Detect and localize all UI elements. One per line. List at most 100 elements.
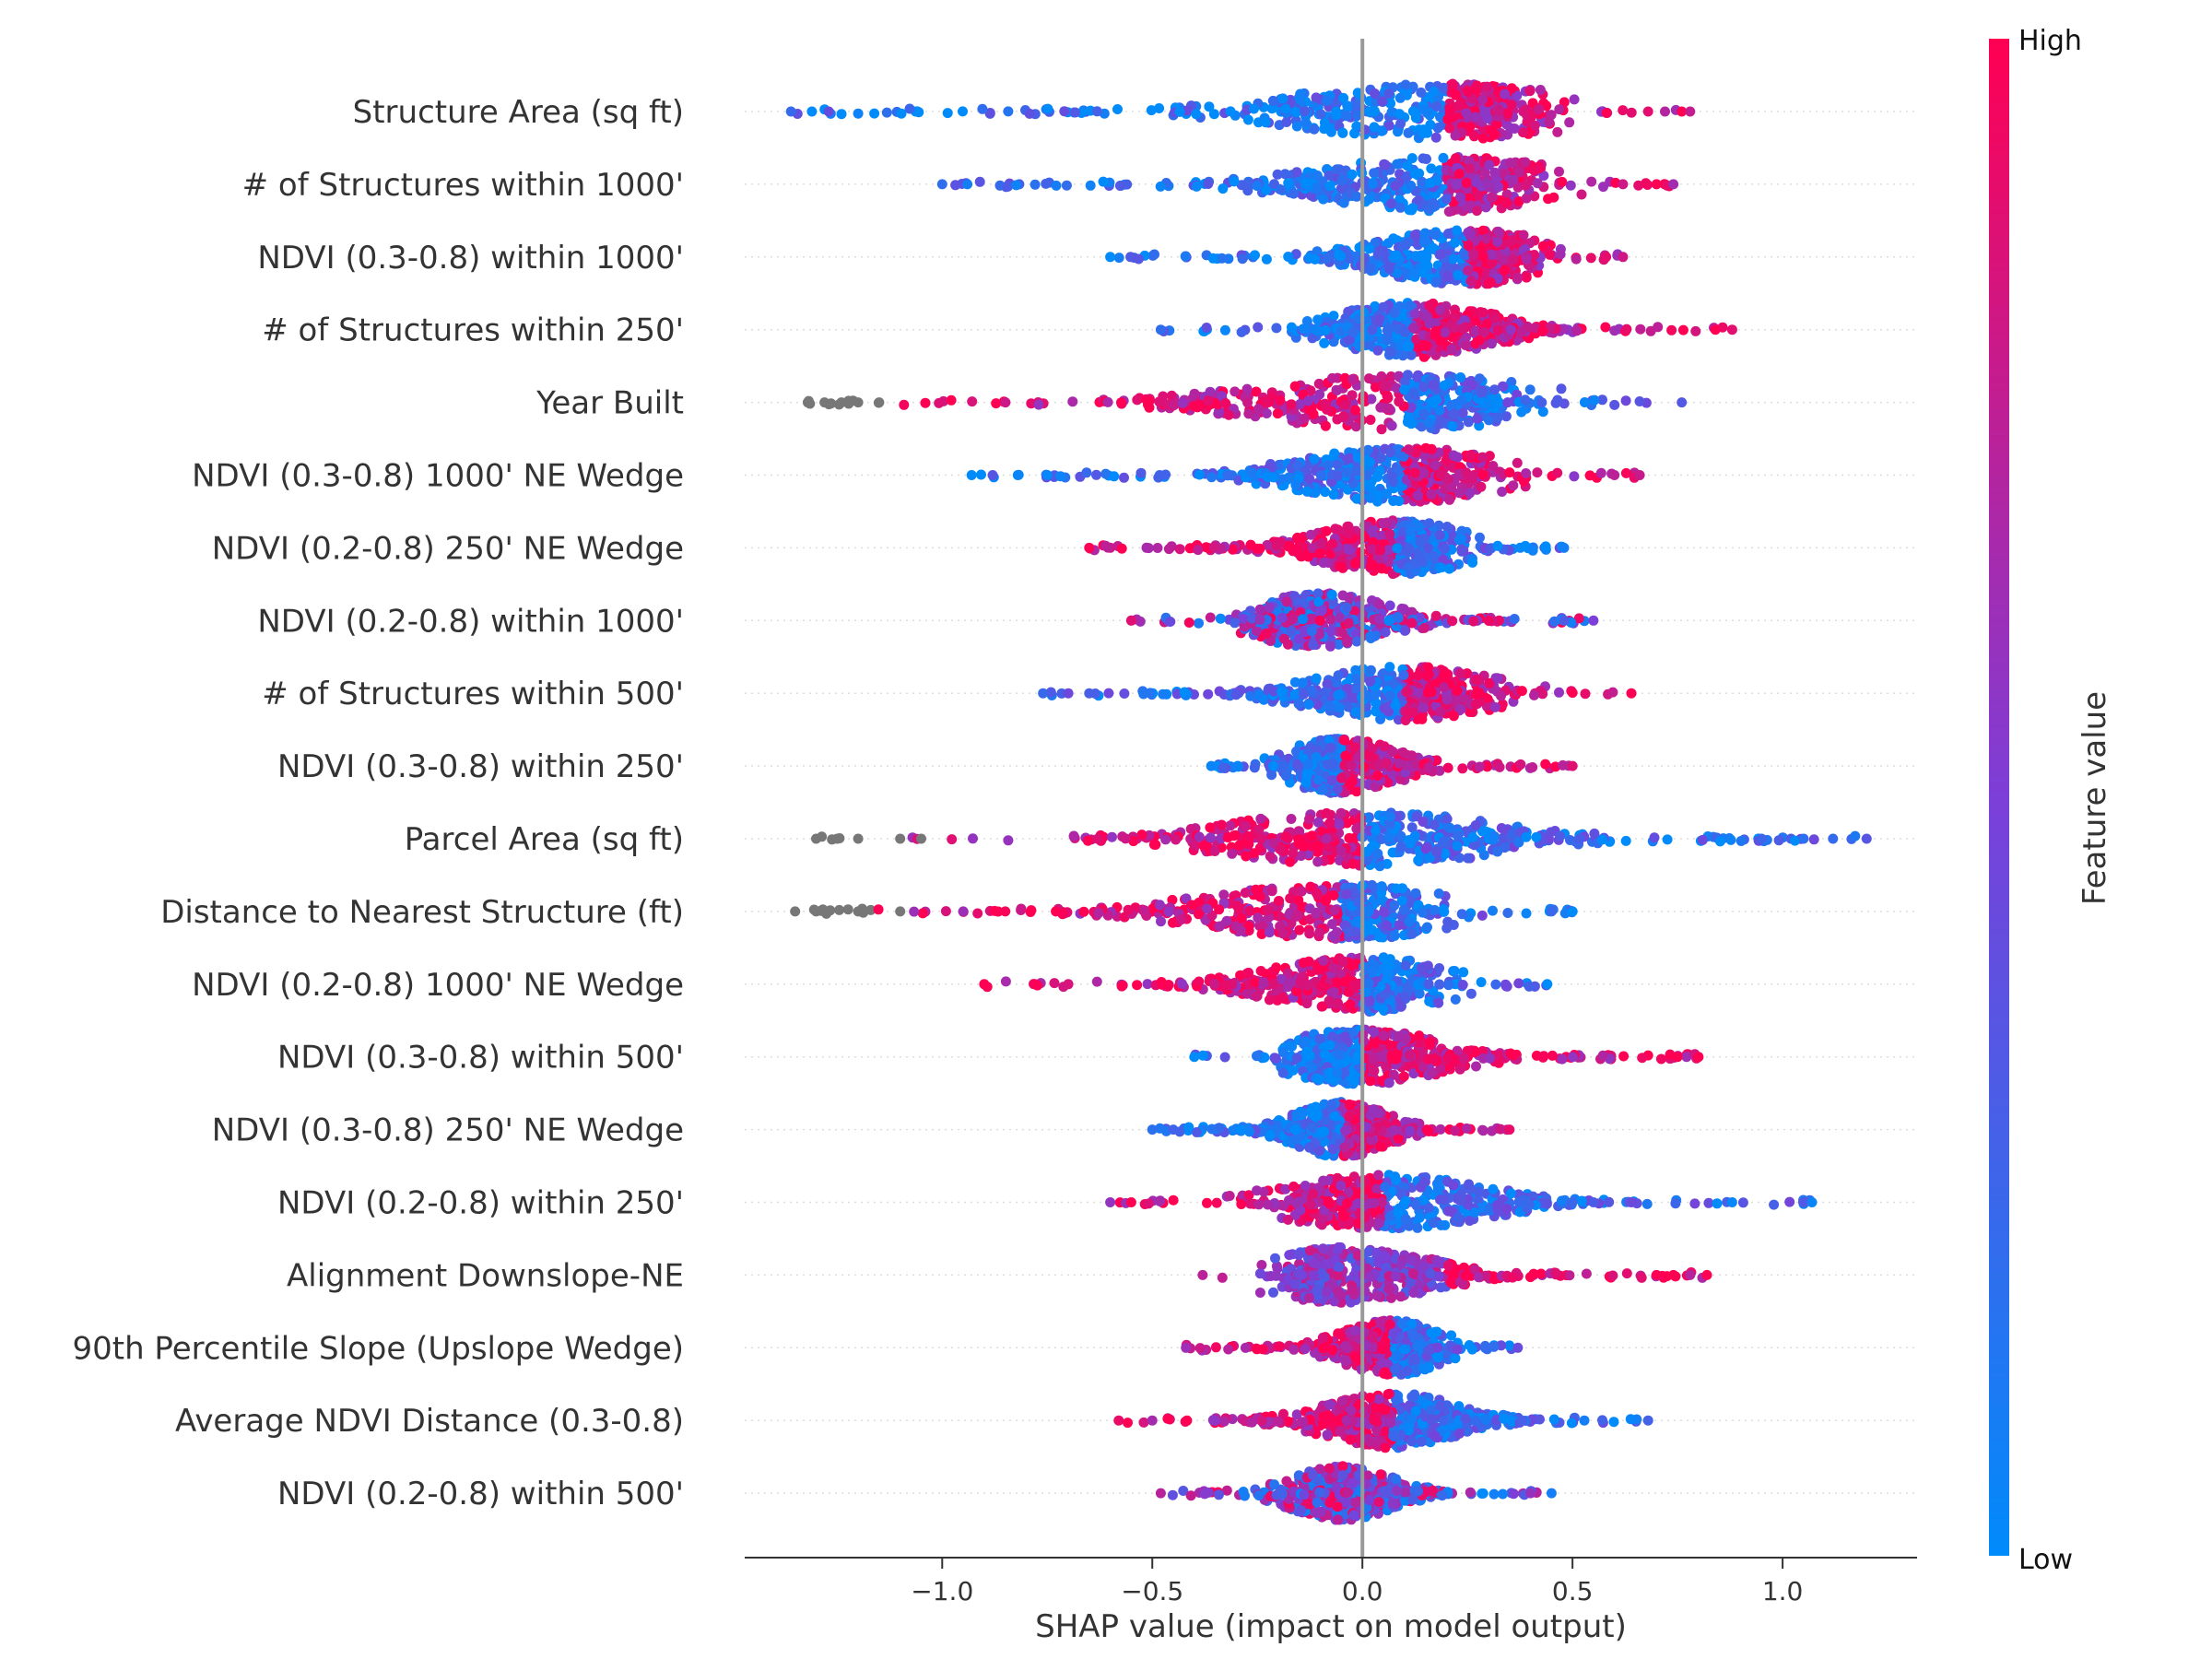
shap-point bbox=[1416, 87, 1427, 98]
shap-point bbox=[1030, 179, 1041, 190]
shap-point bbox=[1524, 384, 1535, 395]
shap-point bbox=[1383, 403, 1394, 414]
shap-point bbox=[1384, 690, 1395, 700]
shap-point bbox=[1374, 614, 1385, 625]
shap-point bbox=[1488, 129, 1500, 140]
shap-point bbox=[1512, 272, 1524, 283]
shap-point bbox=[1085, 180, 1096, 191]
shap-point bbox=[1183, 618, 1194, 628]
shap-point bbox=[1502, 108, 1513, 119]
shap-point bbox=[1483, 616, 1494, 626]
shap-point bbox=[1119, 472, 1129, 483]
shap-point bbox=[1369, 122, 1380, 133]
shap-point bbox=[1576, 189, 1587, 200]
shap-point bbox=[1635, 324, 1646, 335]
shap-point bbox=[1232, 761, 1243, 772]
shap-point bbox=[1426, 488, 1437, 500]
shap-point bbox=[1455, 372, 1466, 382]
shap-point bbox=[1246, 467, 1257, 478]
shap-point bbox=[991, 398, 1002, 409]
shap-point bbox=[802, 397, 813, 408]
shap-point bbox=[1367, 525, 1377, 536]
shap-point bbox=[1559, 542, 1570, 553]
shap-point bbox=[1266, 103, 1277, 114]
shap-point bbox=[1421, 312, 1432, 323]
shap-point bbox=[1421, 340, 1432, 351]
shap-point bbox=[950, 180, 961, 191]
shap-point bbox=[1527, 545, 1538, 556]
shap-point bbox=[1204, 101, 1215, 112]
shap-point bbox=[1571, 253, 1582, 265]
shap-point bbox=[1411, 252, 1422, 262]
shap-point bbox=[1465, 122, 1476, 133]
shap-point bbox=[1219, 324, 1230, 335]
shap-point bbox=[1340, 399, 1351, 410]
shap-point bbox=[1406, 180, 1417, 191]
shap-point bbox=[1422, 687, 1433, 698]
shap-point bbox=[1316, 537, 1327, 548]
shap-point bbox=[1455, 192, 1465, 203]
shap-point bbox=[1527, 762, 1538, 772]
shap-point bbox=[1383, 120, 1394, 131]
shap-point bbox=[1477, 469, 1488, 480]
shap-point bbox=[1435, 469, 1446, 479]
shap-point bbox=[1242, 114, 1253, 125]
shap-point bbox=[1418, 237, 1430, 248]
shap-point bbox=[1372, 471, 1382, 482]
shap-point bbox=[1554, 166, 1564, 177]
shap-point bbox=[936, 179, 947, 190]
shap-point bbox=[1492, 673, 1503, 684]
shap-point bbox=[1366, 665, 1376, 676]
shap-point bbox=[1402, 160, 1413, 171]
shap-point bbox=[1370, 382, 1381, 393]
shap-point bbox=[1470, 688, 1481, 700]
shap-point bbox=[1529, 120, 1540, 131]
shap-point bbox=[1180, 251, 1191, 262]
shap-point bbox=[1208, 542, 1219, 553]
shap-point bbox=[1177, 398, 1188, 408]
shap-point bbox=[1174, 106, 1185, 117]
shap-point bbox=[1372, 771, 1383, 781]
shap-point bbox=[1517, 127, 1528, 138]
shap-point bbox=[1309, 124, 1320, 135]
shap-point bbox=[934, 397, 945, 408]
shap-point bbox=[1024, 108, 1035, 119]
shap-point bbox=[836, 397, 847, 408]
shap-point bbox=[1505, 324, 1516, 335]
shap-point bbox=[1383, 88, 1394, 100]
shap-point bbox=[1710, 324, 1721, 335]
shap-point bbox=[1194, 618, 1204, 629]
shap-point bbox=[1272, 408, 1283, 419]
shap-point bbox=[1189, 388, 1200, 399]
shap-point bbox=[1537, 325, 1548, 336]
shap-point bbox=[1304, 474, 1315, 485]
shap-point bbox=[1322, 404, 1332, 415]
shap-point bbox=[1203, 179, 1214, 189]
shap-point bbox=[1347, 326, 1359, 337]
shap-point bbox=[1217, 253, 1228, 264]
shap-point bbox=[1493, 182, 1504, 193]
shap-point bbox=[1461, 108, 1472, 119]
shap-point bbox=[1372, 759, 1383, 771]
shap-point bbox=[1332, 164, 1343, 175]
shap-point bbox=[1268, 760, 1279, 771]
shap-point bbox=[1399, 326, 1410, 337]
shap-point bbox=[1322, 95, 1333, 106]
shap-point bbox=[1415, 536, 1426, 547]
shap-point bbox=[1492, 540, 1503, 551]
shap-point bbox=[1400, 79, 1411, 90]
shap-point bbox=[1492, 324, 1503, 335]
shap-point bbox=[1430, 132, 1441, 143]
shap-point bbox=[1300, 413, 1310, 424]
shap-point bbox=[1465, 228, 1476, 239]
shap-point bbox=[966, 470, 977, 480]
shap-point bbox=[853, 397, 864, 408]
shap-point bbox=[1325, 641, 1335, 652]
shap-point bbox=[1194, 469, 1205, 480]
shap-point bbox=[1409, 229, 1420, 241]
shap-point bbox=[1318, 194, 1329, 205]
shap-point bbox=[958, 106, 968, 117]
shap-point bbox=[1554, 104, 1565, 115]
shap-point bbox=[1349, 559, 1360, 569]
shap-point bbox=[1253, 404, 1264, 415]
